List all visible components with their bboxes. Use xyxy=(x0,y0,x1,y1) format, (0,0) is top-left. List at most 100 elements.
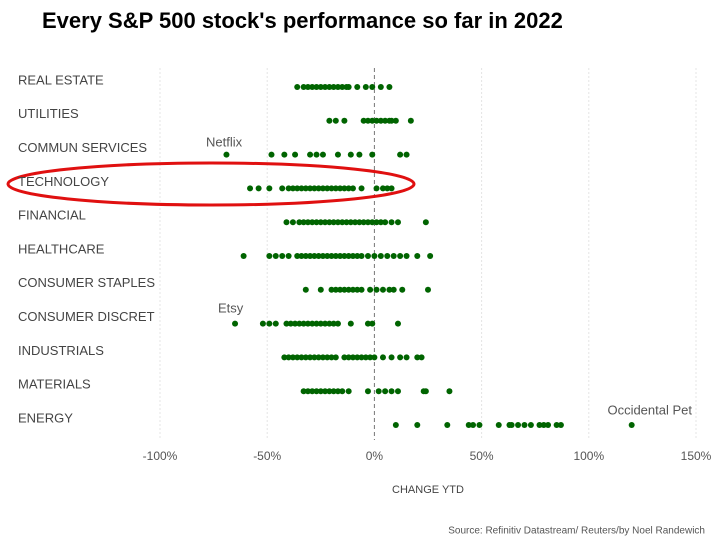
dot xyxy=(508,422,515,428)
dot xyxy=(388,388,395,395)
dot xyxy=(334,388,341,395)
source: Source: Refinitiv Datastream/ Reuters/by… xyxy=(448,526,705,537)
dot xyxy=(328,286,335,293)
dot xyxy=(345,84,352,90)
dot xyxy=(324,253,331,259)
dot xyxy=(341,253,348,259)
dot xyxy=(545,422,552,428)
dot xyxy=(268,151,275,158)
dot xyxy=(388,354,395,361)
category-label: HEALTHCARE xyxy=(18,241,105,256)
dot xyxy=(339,388,346,395)
dot xyxy=(309,320,316,327)
dot xyxy=(369,151,376,158)
dot xyxy=(358,253,365,259)
dot xyxy=(367,354,374,361)
category-label: INDUSTRIALS xyxy=(18,343,104,358)
dot xyxy=(294,354,301,361)
dot xyxy=(349,253,356,259)
dot xyxy=(394,388,401,395)
dot xyxy=(386,84,393,90)
dot xyxy=(515,422,522,428)
dot xyxy=(266,253,273,259)
dot xyxy=(349,354,356,361)
dot xyxy=(337,253,344,259)
dot xyxy=(397,354,404,361)
dot xyxy=(281,151,288,158)
dot xyxy=(362,354,369,361)
dot xyxy=(373,219,380,226)
dot xyxy=(403,151,410,158)
dot xyxy=(341,185,348,192)
dot xyxy=(354,84,361,90)
dot xyxy=(540,422,547,428)
dot xyxy=(302,354,309,361)
dot xyxy=(557,422,564,428)
dot xyxy=(326,117,333,124)
dot xyxy=(527,422,534,428)
dot xyxy=(313,388,320,395)
dot xyxy=(313,151,320,158)
dot xyxy=(384,185,391,192)
dot xyxy=(553,422,560,428)
dot xyxy=(304,219,311,226)
dot xyxy=(330,84,337,90)
dot xyxy=(422,388,429,395)
dot xyxy=(388,219,395,226)
dot xyxy=(444,422,451,428)
dot xyxy=(390,253,397,259)
dot xyxy=(364,388,371,395)
dot xyxy=(315,354,322,361)
dot xyxy=(330,219,337,226)
dot xyxy=(377,219,384,226)
dot xyxy=(272,320,279,327)
dot xyxy=(289,185,296,192)
dot xyxy=(332,253,339,259)
dot xyxy=(294,253,301,259)
dot xyxy=(311,185,318,192)
dot xyxy=(364,117,371,124)
dot xyxy=(315,185,322,192)
category-label: COMMUN SERVICES xyxy=(18,140,147,155)
dot xyxy=(337,185,344,192)
dot xyxy=(414,354,421,361)
dot xyxy=(283,219,290,226)
dot xyxy=(317,388,324,395)
dot xyxy=(304,320,311,327)
dot xyxy=(373,286,380,293)
dot xyxy=(628,422,635,428)
dot xyxy=(240,253,247,259)
dot xyxy=(317,219,324,226)
dot xyxy=(332,286,339,293)
category-label: ENERGY xyxy=(18,410,73,425)
dot xyxy=(382,117,389,124)
dot xyxy=(364,320,371,327)
dot xyxy=(296,320,303,327)
dot xyxy=(319,253,326,259)
dot xyxy=(345,354,352,361)
dot xyxy=(319,185,326,192)
dot xyxy=(313,320,320,327)
dot xyxy=(279,253,286,259)
category-label: CONSUMER DISCRET xyxy=(18,309,155,324)
dot xyxy=(360,117,367,124)
dot xyxy=(337,286,344,293)
dot xyxy=(392,117,399,124)
dot xyxy=(324,354,331,361)
dot xyxy=(294,84,301,90)
dot xyxy=(360,219,367,226)
dot xyxy=(247,185,254,192)
dot xyxy=(425,286,431,293)
dot xyxy=(279,185,286,192)
dot xyxy=(371,354,378,361)
dot xyxy=(332,354,339,361)
dot xyxy=(358,354,365,361)
dot xyxy=(379,185,386,192)
dot xyxy=(328,185,335,192)
dot xyxy=(341,286,348,293)
dot xyxy=(328,253,335,259)
x-tick-label: -100% xyxy=(143,449,178,463)
annotation: Occidental Pet xyxy=(607,402,692,417)
dot xyxy=(300,388,307,395)
dot xyxy=(397,253,404,259)
